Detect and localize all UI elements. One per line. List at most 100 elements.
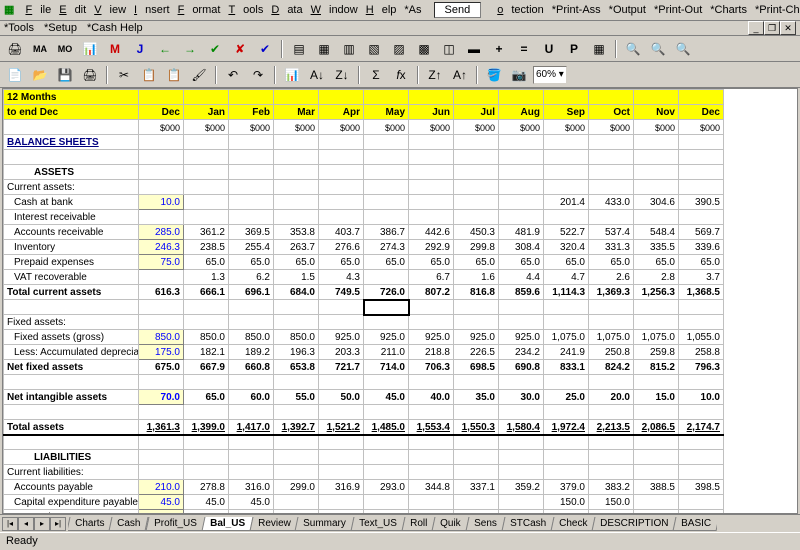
cell[interactable]: 369.5: [229, 225, 274, 240]
cell[interactable]: [229, 195, 274, 210]
cell[interactable]: 316.9: [319, 480, 364, 495]
close-button[interactable]: ✕: [780, 21, 796, 35]
cell[interactable]: 522.7: [544, 225, 589, 240]
cell[interactable]: 299.8: [454, 240, 499, 255]
cell[interactable]: 65.0: [229, 255, 274, 270]
cell[interactable]: 10.0: [229, 510, 274, 515]
tb-sort2-button[interactable]: Z↓: [331, 65, 353, 85]
cell[interactable]: 1.5: [274, 270, 319, 285]
cell[interactable]: 65.0: [679, 255, 724, 270]
cell[interactable]: 234.2: [499, 345, 544, 360]
sheet-tab-check[interactable]: Check: [550, 517, 595, 531]
cell[interactable]: 1,075.0: [544, 330, 589, 345]
tb-paste-button[interactable]: 📋: [163, 65, 185, 85]
sheet-tab-summary[interactable]: Summary: [295, 517, 355, 531]
tb-check-g-button[interactable]: ✔: [204, 39, 226, 59]
cell[interactable]: 4.7: [544, 270, 589, 285]
cell[interactable]: 850.0: [184, 330, 229, 345]
sheet-tab-bal_us[interactable]: Bal_US: [201, 517, 253, 531]
menu-printout[interactable]: *Print-Out: [654, 4, 702, 16]
cell[interactable]: 278.8: [184, 480, 229, 495]
cell[interactable]: 2.8: [634, 270, 679, 285]
cell[interactable]: 320.4: [544, 240, 589, 255]
menu-printass[interactable]: *Print-Ass: [552, 4, 601, 16]
tb-zoom-button[interactable]: 🔍: [672, 39, 694, 59]
sheet-tab-review[interactable]: Review: [249, 517, 299, 531]
menu-insert[interactable]: Insert: [134, 4, 170, 16]
tb-zoom+-button[interactable]: 🔍: [622, 39, 644, 59]
cell[interactable]: 150.0: [589, 495, 634, 510]
cell[interactable]: [364, 495, 409, 510]
tb-P-button[interactable]: P: [563, 39, 585, 59]
cell[interactable]: 255.4: [229, 240, 274, 255]
sheet-tab-description[interactable]: DESCRIPTION: [592, 517, 677, 531]
cell[interactable]: 3.7: [679, 270, 724, 285]
cell[interactable]: [544, 210, 589, 225]
cell[interactable]: 1,055.0: [679, 330, 724, 345]
tb-larr-button[interactable]: ←: [154, 39, 176, 59]
cell[interactable]: 10.0: [409, 510, 454, 515]
tb-new-button[interactable]: 📄: [4, 65, 26, 85]
tb-cam-button[interactable]: 📷: [508, 65, 530, 85]
cell[interactable]: 203.3: [319, 345, 364, 360]
row-input[interactable]: 175.0: [139, 345, 184, 360]
row-input[interactable]: 75.0: [139, 255, 184, 270]
tab-first-button[interactable]: |◂: [2, 517, 18, 531]
cell[interactable]: 30.0: [184, 510, 229, 515]
cell[interactable]: 218.8: [409, 345, 454, 360]
cell[interactable]: 45.0: [184, 495, 229, 510]
row-input[interactable]: [139, 270, 184, 285]
cell[interactable]: [184, 195, 229, 210]
menu-setup[interactable]: *Setup: [44, 22, 77, 34]
cell[interactable]: 316.0: [229, 480, 274, 495]
cell[interactable]: 383.2: [589, 480, 634, 495]
cell[interactable]: 361.2: [184, 225, 229, 240]
cell[interactable]: 65.0: [184, 255, 229, 270]
tb-MA-button[interactable]: MA: [29, 39, 51, 59]
cell[interactable]: 182.1: [184, 345, 229, 360]
tb-za-button[interactable]: Z↑: [424, 65, 446, 85]
row-input[interactable]: 210.0: [139, 480, 184, 495]
tb-b3-button[interactable]: ▥: [338, 39, 360, 59]
sheet-tab-profit_us[interactable]: Profit_US: [145, 517, 205, 531]
menu-output[interactable]: *Output: [609, 4, 646, 16]
cell[interactable]: [679, 495, 724, 510]
tb-eq-button[interactable]: =: [513, 39, 535, 59]
tb-brush-button[interactable]: 🖌: [188, 65, 210, 85]
cell[interactable]: [274, 495, 319, 510]
cell[interactable]: 299.0: [274, 480, 319, 495]
cell[interactable]: 250.8: [589, 345, 634, 360]
cell[interactable]: 65.0: [499, 255, 544, 270]
cell[interactable]: 925.0: [409, 330, 454, 345]
cell[interactable]: 386.7: [364, 225, 409, 240]
cell[interactable]: 337.1: [454, 480, 499, 495]
tb-cut-button[interactable]: ✂: [113, 65, 135, 85]
cell[interactable]: 925.0: [319, 330, 364, 345]
tb-redo-button[interactable]: ↷: [247, 65, 269, 85]
cell[interactable]: 548.4: [634, 225, 679, 240]
tb-print2-button[interactable]: 🖨: [79, 65, 101, 85]
tb-sum-button[interactable]: Σ: [365, 65, 387, 85]
menu-cashhelp[interactable]: *Cash Help: [87, 22, 143, 34]
cell[interactable]: [319, 210, 364, 225]
cell[interactable]: 10.0: [454, 510, 499, 515]
cell[interactable]: 211.0: [364, 345, 409, 360]
tb-U-button[interactable]: U: [538, 39, 560, 59]
cell[interactable]: 258.8: [679, 345, 724, 360]
menu-edit[interactable]: Edit: [59, 4, 86, 16]
menu-window[interactable]: Window: [311, 4, 358, 16]
cell[interactable]: 1,075.0: [589, 330, 634, 345]
cell[interactable]: 274.3: [364, 240, 409, 255]
menu-otection[interactable]: otection: [497, 4, 544, 16]
cell[interactable]: 569.7: [679, 225, 724, 240]
cell[interactable]: 2.6: [589, 270, 634, 285]
tb-az-button[interactable]: A↑: [449, 65, 471, 85]
menu-help[interactable]: Help: [366, 4, 397, 16]
cell[interactable]: 10.0: [544, 510, 589, 515]
cell[interactable]: [274, 195, 319, 210]
row-input[interactable]: 850.0: [139, 330, 184, 345]
cell[interactable]: [274, 210, 319, 225]
cell[interactable]: [454, 210, 499, 225]
cell[interactable]: 344.8: [409, 480, 454, 495]
tb-chart-button[interactable]: 📊: [281, 65, 303, 85]
